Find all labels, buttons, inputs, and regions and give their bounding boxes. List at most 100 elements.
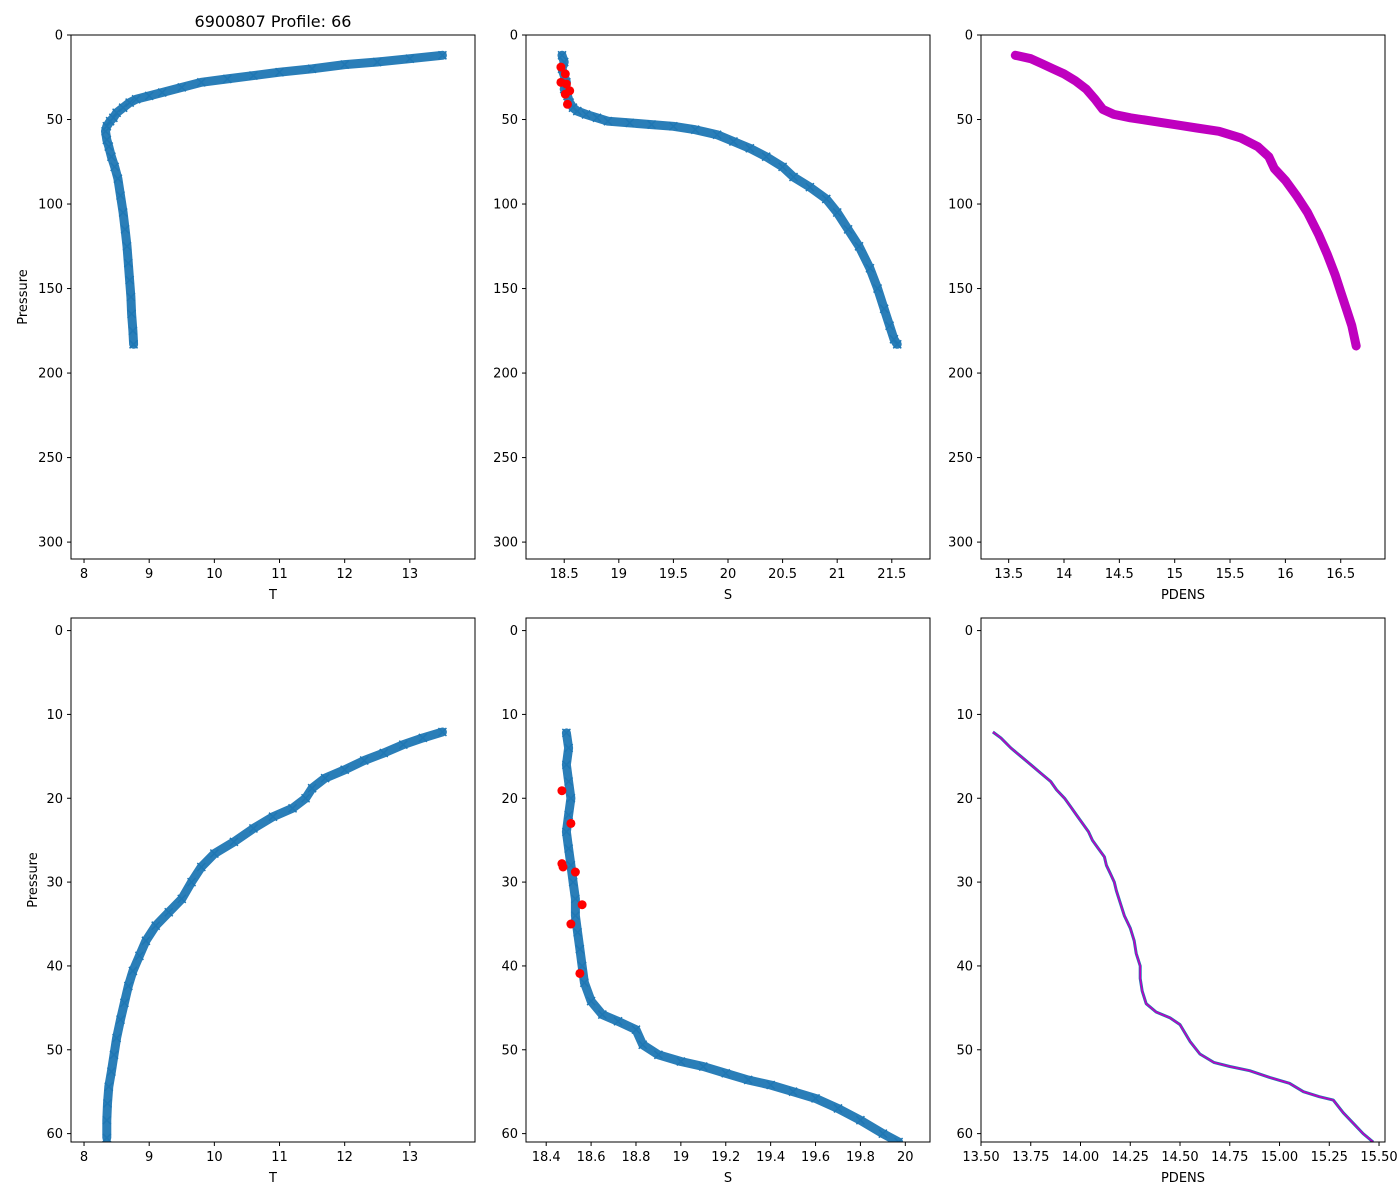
x-tick-label: 19.4	[756, 1150, 785, 1165]
data-point	[359, 755, 369, 766]
y-tick-label: 60	[501, 1127, 518, 1142]
data-point	[811, 1093, 821, 1103]
x-tick-label: 16.5	[1326, 567, 1355, 582]
data-point	[855, 1115, 865, 1125]
flag-point	[562, 99, 572, 109]
x-tick-label: 10	[206, 1150, 223, 1165]
y-tick-label: 50	[501, 113, 518, 128]
data-point	[128, 326, 138, 336]
panel-bottom-t: 8 9 10 11 12 13 0 10 20 30 40 50 60 T Pressure	[26, 617, 476, 1186]
x-tick-label: 12	[336, 567, 353, 582]
data-point	[125, 98, 135, 108]
x-tick-label: 18.6	[577, 1150, 606, 1165]
data-point	[577, 961, 587, 971]
flag-point	[560, 89, 570, 99]
data-point	[106, 1067, 116, 1077]
data-point	[187, 877, 197, 887]
flag-point	[557, 786, 567, 796]
x-tick-label: 14.5	[1105, 567, 1134, 582]
data-point	[118, 103, 128, 113]
data-point	[437, 50, 447, 60]
data-point	[268, 812, 278, 822]
x-tick-label: 13	[402, 567, 419, 582]
flag-point	[570, 867, 580, 877]
data-point	[123, 258, 133, 268]
panel-top-t: 8 9 10 11 12 13 0 50 100 150 200 250 300 T Pressure	[16, 29, 476, 603]
y-tick-label: 0	[55, 624, 63, 639]
y-tick-label: 40	[46, 959, 63, 974]
data-point	[575, 944, 585, 954]
data-point	[196, 862, 206, 872]
data-point	[307, 64, 317, 74]
data-point	[288, 803, 298, 813]
x-tick-label: 21	[829, 567, 846, 582]
data-point	[126, 292, 136, 302]
data-point	[128, 966, 138, 976]
data-point	[581, 109, 591, 119]
x-tick-label: 14	[1056, 567, 1073, 582]
data-point	[104, 1082, 114, 1092]
data-point	[805, 182, 815, 192]
data-point	[110, 162, 120, 172]
data-point	[832, 207, 842, 218]
y-tick-label: 50	[956, 1043, 973, 1058]
data-point	[141, 936, 151, 946]
data-point	[625, 118, 635, 128]
y-tick-label: 30	[956, 876, 973, 891]
data-point	[115, 191, 126, 201]
x-tick-label: 19	[611, 567, 628, 582]
data-point	[889, 334, 899, 344]
y-tick-label: 50	[46, 1043, 63, 1058]
x-tick-label: 10	[206, 567, 223, 582]
flag-point	[575, 968, 585, 978]
y-tick-label: 40	[956, 959, 973, 974]
data-point	[592, 113, 602, 123]
data-point	[843, 224, 853, 234]
data-point	[131, 94, 141, 104]
x-tick-label: 11	[271, 1150, 288, 1165]
x-tick-label: 20	[897, 1150, 914, 1165]
data-point	[112, 1033, 122, 1043]
plot-area	[557, 728, 904, 1142]
x-tick-label: 13.5	[994, 567, 1023, 582]
x-tick-label: 15.5	[1216, 567, 1245, 582]
x-tick-label: 14.75	[1211, 1150, 1248, 1165]
y-tick-label: 10	[46, 708, 63, 723]
x-tick-label: 13.50	[962, 1150, 999, 1165]
data-point	[320, 773, 330, 783]
data-point	[177, 82, 187, 92]
flag-point	[560, 69, 570, 79]
y-tick-label: 50	[46, 113, 63, 128]
y-tick-label: 250	[493, 451, 518, 466]
y-tick-label: 250	[948, 451, 973, 466]
data-point	[854, 241, 864, 251]
y-tick-label: 30	[501, 876, 518, 891]
y-tick-label: 0	[965, 624, 973, 639]
data-point	[873, 284, 883, 294]
data-point	[638, 1040, 648, 1050]
data-point	[102, 1098, 113, 1108]
x-tick-label: 20	[720, 567, 737, 582]
data-point	[144, 91, 154, 101]
y-axis-label: Pressure	[16, 269, 31, 325]
data-point	[568, 877, 578, 887]
data-point	[134, 951, 144, 961]
y-tick-label: 300	[493, 536, 518, 551]
flag-point	[577, 900, 587, 910]
series-line	[992, 731, 1374, 1142]
y-tick-label: 150	[38, 282, 63, 297]
x-axis-label: T	[268, 1171, 277, 1186]
x-tick-label: 13.75	[1012, 1150, 1049, 1165]
y-tick-label: 60	[956, 1127, 973, 1142]
data-point	[603, 116, 613, 126]
data-point	[766, 1080, 776, 1090]
data-point	[102, 1115, 112, 1125]
data-point	[597, 1010, 607, 1020]
data-point	[561, 827, 571, 837]
flag-point	[558, 862, 568, 872]
data-point	[557, 50, 567, 60]
data-point	[570, 894, 580, 904]
data-point	[379, 748, 389, 758]
data-point	[721, 1068, 731, 1078]
